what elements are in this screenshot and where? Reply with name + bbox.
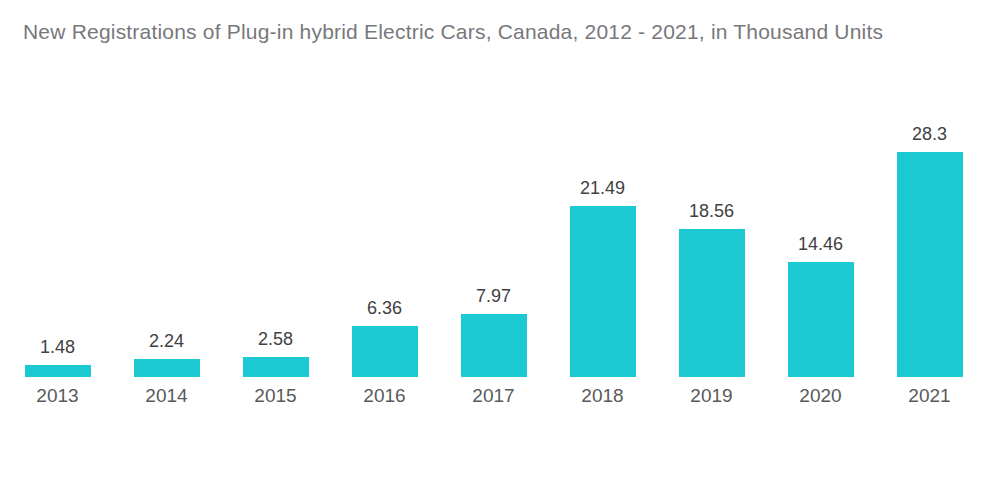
bar-value-label: 21.49 <box>580 178 625 199</box>
bar <box>788 262 854 377</box>
bar <box>243 357 309 378</box>
bar-value-label: 6.36 <box>367 298 402 319</box>
bar-column: 18.56 2019 <box>657 117 766 407</box>
bar-value-label: 1.48 <box>40 337 75 358</box>
bar-column: 7.97 2017 <box>439 117 548 407</box>
bar <box>25 365 91 377</box>
bar <box>570 206 636 377</box>
bar-column: 21.49 2018 <box>548 117 657 407</box>
bar-column: 2.58 2015 <box>221 117 330 407</box>
bar-category-label: 2019 <box>690 385 732 407</box>
bar-value-label: 2.58 <box>258 329 293 350</box>
bar-value-label: 18.56 <box>689 201 734 222</box>
bar-column: 6.36 2016 <box>330 117 439 407</box>
bar-value-label: 28.3 <box>912 124 947 145</box>
bar-category-label: 2016 <box>363 385 405 407</box>
bar-category-label: 2014 <box>145 385 187 407</box>
bar <box>897 152 963 377</box>
bar-category-label: 2015 <box>254 385 296 407</box>
bar-value-label: 2.24 <box>149 331 184 352</box>
bar-category-label: 2020 <box>799 385 841 407</box>
bar-value-label: 14.46 <box>798 234 843 255</box>
bar-column: 2.24 2014 <box>112 117 221 407</box>
bar-column: 14.46 2020 <box>766 117 875 407</box>
bar-category-label: 2018 <box>581 385 623 407</box>
bar-column: 1.48 2013 <box>3 117 112 407</box>
bar-category-label: 2013 <box>36 385 78 407</box>
chart-title: New Registrations of Plug-in hybrid Elec… <box>23 20 883 44</box>
bar-chart: 1.48 2013 2.24 2014 2.58 2015 6.36 2016 7.97 2017… <box>3 117 984 407</box>
bar <box>352 326 418 377</box>
chart-page: New Registrations of Plug-in hybrid Elec… <box>0 0 1000 504</box>
bar-column: 28.3 2021 <box>875 117 984 407</box>
bar <box>461 314 527 377</box>
bar-value-label: 7.97 <box>476 286 511 307</box>
bar-category-label: 2017 <box>472 385 514 407</box>
bar-category-label: 2021 <box>908 385 950 407</box>
bar <box>134 359 200 377</box>
bar <box>679 229 745 377</box>
